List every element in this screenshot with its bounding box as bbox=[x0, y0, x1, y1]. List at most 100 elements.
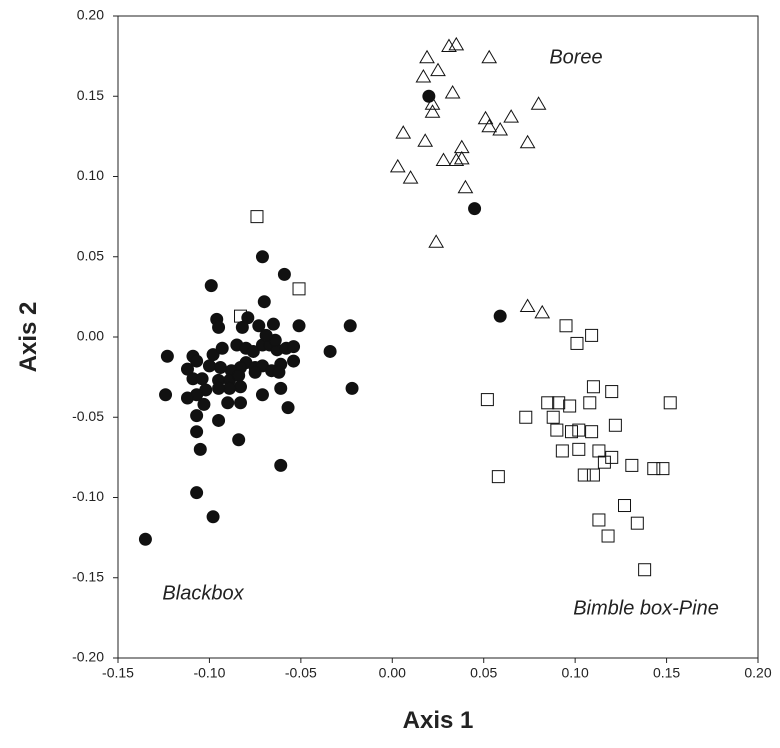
point bbox=[395, 125, 412, 139]
x-tick-label: -0.05 bbox=[285, 665, 317, 681]
point bbox=[530, 96, 547, 110]
point bbox=[223, 381, 237, 395]
point bbox=[402, 170, 419, 184]
point bbox=[274, 458, 288, 472]
x-tick-label: 0.10 bbox=[562, 665, 589, 681]
point bbox=[212, 413, 226, 427]
point bbox=[195, 372, 209, 386]
point bbox=[190, 409, 204, 423]
point bbox=[585, 425, 599, 439]
point bbox=[417, 133, 434, 147]
point bbox=[221, 396, 235, 410]
point bbox=[287, 354, 301, 368]
point bbox=[585, 328, 599, 342]
point bbox=[234, 380, 248, 394]
x-tick-label: 0.20 bbox=[744, 665, 771, 681]
point bbox=[656, 462, 670, 476]
point bbox=[444, 85, 461, 99]
y-tick-label: 0.10 bbox=[77, 167, 104, 183]
point bbox=[389, 158, 406, 173]
point bbox=[559, 319, 573, 333]
point bbox=[586, 380, 600, 394]
point bbox=[546, 410, 560, 424]
point bbox=[583, 396, 597, 410]
point bbox=[419, 49, 435, 64]
point bbox=[428, 234, 445, 248]
point bbox=[663, 396, 677, 410]
point bbox=[277, 267, 291, 281]
point bbox=[503, 109, 520, 123]
point bbox=[586, 468, 600, 482]
point bbox=[274, 381, 288, 395]
point bbox=[572, 423, 586, 437]
point bbox=[160, 349, 174, 363]
point bbox=[481, 118, 498, 133]
point bbox=[204, 279, 218, 293]
point bbox=[563, 399, 577, 413]
y-tick-label: -0.20 bbox=[72, 649, 104, 665]
y-axis-title: Axis 2 bbox=[15, 302, 42, 373]
point bbox=[477, 110, 494, 125]
point bbox=[572, 442, 586, 456]
point bbox=[197, 397, 211, 411]
y-tick-label: -0.10 bbox=[72, 488, 104, 504]
point bbox=[232, 433, 246, 447]
point bbox=[441, 38, 457, 52]
point bbox=[481, 49, 498, 64]
point bbox=[212, 381, 226, 395]
point bbox=[625, 458, 639, 472]
point bbox=[415, 68, 432, 83]
point bbox=[202, 359, 216, 373]
point bbox=[246, 344, 260, 358]
point bbox=[448, 152, 465, 166]
annotation: Bimble box-Pine bbox=[573, 597, 719, 619]
x-axis-title: Axis 1 bbox=[403, 707, 474, 734]
annotation: Boree bbox=[549, 46, 602, 68]
x-tick-label: -0.10 bbox=[193, 665, 225, 681]
point bbox=[212, 320, 226, 334]
point bbox=[234, 396, 248, 410]
point bbox=[480, 393, 494, 407]
point bbox=[601, 529, 615, 543]
point bbox=[422, 89, 436, 103]
point bbox=[281, 401, 295, 415]
point bbox=[292, 319, 306, 333]
point bbox=[138, 532, 152, 546]
plot-frame bbox=[117, 15, 759, 659]
point bbox=[235, 320, 249, 334]
point bbox=[577, 468, 591, 482]
point bbox=[180, 391, 194, 405]
point bbox=[435, 152, 452, 166]
point bbox=[492, 121, 509, 136]
y-tick-label: 0.15 bbox=[77, 87, 104, 103]
point bbox=[519, 410, 533, 424]
point bbox=[252, 319, 266, 333]
point bbox=[592, 444, 606, 458]
point bbox=[448, 36, 465, 51]
point bbox=[266, 317, 280, 331]
point bbox=[232, 369, 246, 383]
point bbox=[493, 309, 507, 323]
point bbox=[272, 365, 286, 379]
x-tick-label: 0.00 bbox=[379, 665, 406, 681]
point bbox=[323, 344, 337, 358]
y-tick-label: -0.05 bbox=[72, 408, 104, 424]
point bbox=[206, 510, 220, 524]
point bbox=[343, 319, 357, 333]
point bbox=[453, 139, 470, 154]
point bbox=[257, 295, 271, 309]
point bbox=[647, 462, 661, 476]
point bbox=[605, 385, 619, 399]
y-tick-label: 0.20 bbox=[77, 7, 104, 23]
point bbox=[259, 328, 273, 342]
point bbox=[215, 341, 229, 355]
point bbox=[555, 444, 569, 458]
point bbox=[190, 486, 204, 500]
point bbox=[605, 450, 619, 464]
x-tick-label: 0.15 bbox=[653, 665, 680, 681]
x-tick-label: -0.15 bbox=[102, 665, 134, 681]
point bbox=[292, 282, 306, 296]
point bbox=[519, 298, 536, 313]
point bbox=[248, 365, 262, 379]
